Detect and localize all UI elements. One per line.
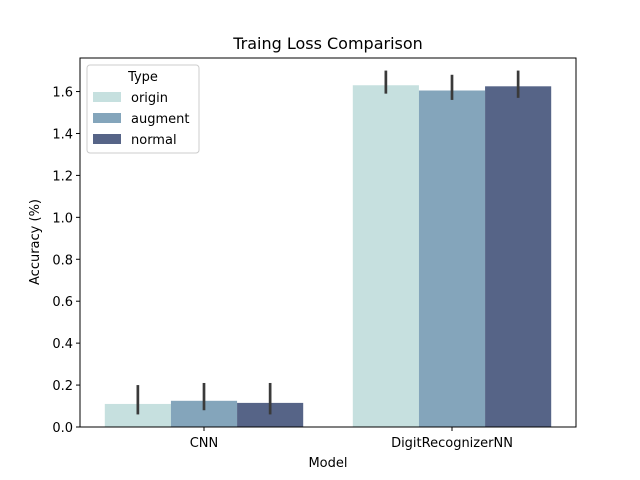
y-tick-label: 0.2 <box>52 379 73 394</box>
legend-swatch-normal <box>93 134 121 144</box>
legend-swatch-origin <box>93 92 121 102</box>
y-tick-label: 1.6 <box>52 86 73 101</box>
y-tick-label: 0.4 <box>52 337 73 352</box>
legend-items: origin augment normal <box>93 91 189 148</box>
y-tick-label: 1.0 <box>52 211 73 226</box>
y-tick-label: 0.0 <box>52 421 73 436</box>
chart-title: Traing Loss Comparison <box>232 34 423 53</box>
x-tick-label: CNN <box>190 436 219 451</box>
y-tick-label: 1.2 <box>52 169 73 184</box>
legend-label-origin: origin <box>131 91 168 106</box>
y-tick-label: 0.6 <box>52 295 73 310</box>
x-axis: CNN DigitRecognizerNN <box>190 427 513 451</box>
plot-frame <box>79 57 577 428</box>
legend-title: Type <box>127 70 158 85</box>
bar-normal-1 <box>485 86 552 427</box>
legend-label-augment: augment <box>131 112 189 127</box>
legend-box <box>86 64 200 154</box>
bar-augment-1 <box>418 90 486 427</box>
bars-layer <box>104 85 552 428</box>
legend: Type origin augment normal <box>86 64 200 154</box>
legend-swatch-augment <box>93 113 121 123</box>
x-axis-title: Model <box>308 456 347 471</box>
legend-label-normal: normal <box>131 133 177 148</box>
bar-origin-0 <box>104 403 171 427</box>
y-axis-title: Accuracy (%) <box>28 199 43 285</box>
y-tick-label: 0.8 <box>52 253 73 268</box>
y-tick-label: 1.4 <box>52 127 73 142</box>
y-axis: 0.0 0.2 0.4 0.6 0.8 1.0 1.2 1.4 1.6 <box>52 86 80 436</box>
bar-origin-1 <box>352 85 419 428</box>
error-bars-layer <box>136 70 520 415</box>
x-tick-label: DigitRecognizerNN <box>391 436 513 451</box>
